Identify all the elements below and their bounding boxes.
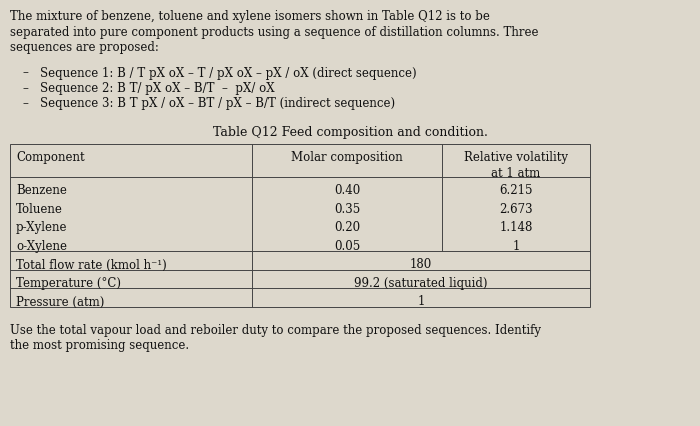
Text: –: – (22, 97, 28, 110)
Text: 0.35: 0.35 (334, 202, 360, 216)
Text: 180: 180 (410, 258, 432, 271)
Text: 99.2 (saturated liquid): 99.2 (saturated liquid) (354, 276, 488, 289)
Text: the most promising sequence.: the most promising sequence. (10, 339, 189, 352)
Text: 0.40: 0.40 (334, 184, 360, 197)
Bar (10, 145, 590, 307)
Text: Total flow rate (kmol h⁻¹): Total flow rate (kmol h⁻¹) (16, 258, 167, 271)
Text: Table Q12 Feed composition and condition.: Table Q12 Feed composition and condition… (213, 126, 487, 139)
Text: Sequence 3: B T pX / oX – BT / pX – B/T (indirect sequence): Sequence 3: B T pX / oX – BT / pX – B/T … (40, 97, 395, 110)
Text: Use the total vapour load and reboiler duty to compare the proposed sequences. I: Use the total vapour load and reboiler d… (10, 323, 541, 336)
Text: Pressure (atm): Pressure (atm) (16, 295, 104, 308)
Text: 1.148: 1.148 (499, 221, 533, 234)
Text: separated into pure component products using a sequence of distillation columns.: separated into pure component products u… (10, 26, 538, 38)
Text: 1: 1 (417, 295, 425, 308)
Text: 0.20: 0.20 (334, 221, 360, 234)
Text: Benzene: Benzene (16, 184, 67, 197)
Text: 6.215: 6.215 (499, 184, 533, 197)
Text: p-Xylene: p-Xylene (16, 221, 67, 234)
Text: Relative volatility: Relative volatility (464, 151, 568, 164)
Text: sequences are proposed:: sequences are proposed: (10, 41, 159, 54)
Text: Temperature (°C): Temperature (°C) (16, 276, 121, 289)
Text: at 1 atm: at 1 atm (491, 167, 540, 180)
Text: 2.673: 2.673 (499, 202, 533, 216)
Text: The mixture of benzene, toluene and xylene isomers shown in Table Q12 is to be: The mixture of benzene, toluene and xyle… (10, 10, 490, 23)
Text: Component: Component (16, 151, 85, 164)
Text: Sequence 2: B T/ pX oX – B/T  –  pX/ oX: Sequence 2: B T/ pX oX – B/T – pX/ oX (40, 82, 274, 95)
Text: –: – (22, 82, 28, 95)
Text: 1: 1 (512, 239, 519, 253)
Text: –: – (22, 66, 28, 79)
Text: Sequence 1: B / T pX oX – T / pX oX – pX / oX (direct sequence): Sequence 1: B / T pX oX – T / pX oX – pX… (40, 66, 416, 79)
Text: o-Xylene: o-Xylene (16, 239, 67, 253)
Text: Toluene: Toluene (16, 202, 63, 216)
Text: 0.05: 0.05 (334, 239, 360, 253)
Text: Molar composition: Molar composition (291, 151, 403, 164)
